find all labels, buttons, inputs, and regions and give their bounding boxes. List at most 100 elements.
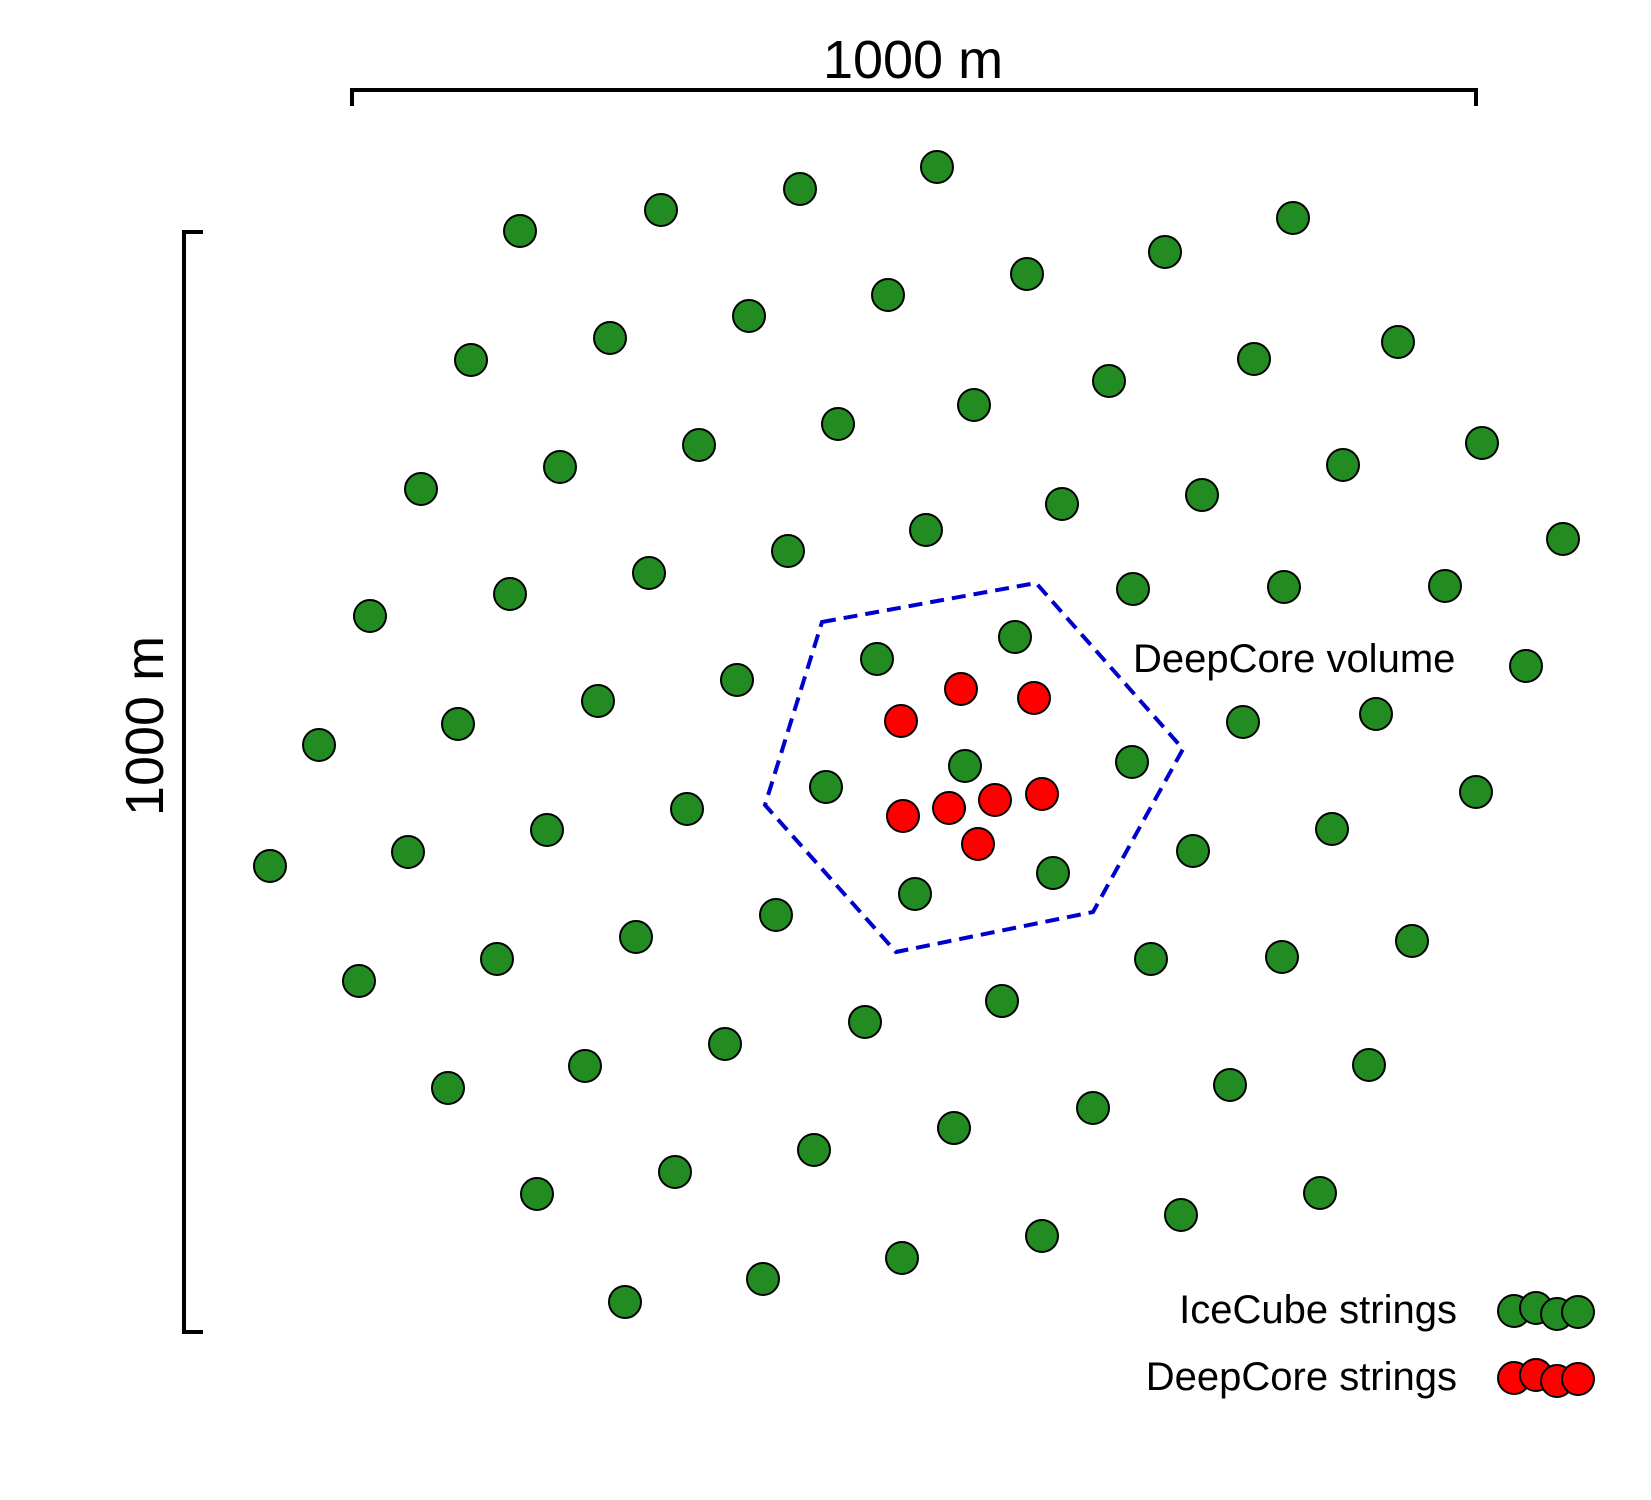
icecube-string-dot xyxy=(746,1262,780,1296)
icecube-string-dot xyxy=(848,1005,882,1039)
icecube-string-dot xyxy=(937,1111,971,1145)
icecube-string-dot xyxy=(1265,940,1299,974)
icecube-string-dot xyxy=(1010,257,1044,291)
deepcore-string-dot xyxy=(886,799,920,833)
icecube-string-dot xyxy=(568,1049,602,1083)
legend-deepcore-label: DeepCore strings xyxy=(1146,1355,1457,1399)
icecube-string-dot xyxy=(391,835,425,869)
icecube-string-dot xyxy=(644,193,678,227)
deepcore-strings xyxy=(884,672,1059,861)
icecube-string-dot xyxy=(1226,705,1260,739)
icecube-string-dot xyxy=(1176,834,1210,868)
icecube-string-dot xyxy=(957,388,991,422)
icecube-string-dot xyxy=(1395,924,1429,958)
icecube-string-dot xyxy=(520,1177,554,1211)
icecube-string-dot xyxy=(1459,775,1493,809)
icecube-string-dot xyxy=(682,428,716,462)
icecube-string-dot xyxy=(985,984,1019,1018)
icecube-string-dot xyxy=(670,792,704,826)
icecube-string-dot xyxy=(732,299,766,333)
icecube-string-dot xyxy=(593,321,627,355)
icecube-string-dot xyxy=(530,813,564,847)
icecube-string-dot xyxy=(920,150,954,184)
icecube-string-dot xyxy=(1276,201,1310,235)
deepcore-string-dot xyxy=(944,672,978,706)
legend-icecube-dot xyxy=(1561,1295,1595,1329)
icecube-string-dot xyxy=(909,513,943,547)
deepcore-string-dot xyxy=(978,783,1012,817)
icecube-string-dot xyxy=(503,214,537,248)
icecube-string-dot xyxy=(759,898,793,932)
icecube-string-dot xyxy=(632,556,666,590)
icecube-string-dot xyxy=(871,278,905,312)
icecube-string-dot xyxy=(898,877,932,911)
icecube-string-dot xyxy=(302,728,336,762)
icecube-string-dot xyxy=(1045,487,1079,521)
icecube-string-dot xyxy=(441,707,475,741)
icecube-string-dot xyxy=(1036,856,1070,890)
icecube-string-dot xyxy=(1213,1068,1247,1102)
icecube-string-dot xyxy=(608,1285,642,1319)
icecube-string-dot xyxy=(797,1133,831,1167)
icecube-string-dot xyxy=(1267,570,1301,604)
icecube-string-dot xyxy=(1303,1176,1337,1210)
icecube-string-dot xyxy=(1164,1198,1198,1232)
deepcore-string-dot xyxy=(884,704,918,738)
icecube-string-dot xyxy=(809,770,843,804)
icecube-string-dot xyxy=(543,450,577,484)
icecube-string-dot xyxy=(1359,697,1393,731)
icecube-string-dot xyxy=(1546,522,1580,556)
icecube-string-dot xyxy=(1352,1048,1386,1082)
icecube-string-dot xyxy=(1092,364,1126,398)
icecube-string-dot xyxy=(493,577,527,611)
icecube-string-dot xyxy=(1134,942,1168,976)
icecube-string-dot xyxy=(1465,426,1499,460)
icecube-string-dot xyxy=(619,920,653,954)
deepcore-volume-hexagon xyxy=(762,580,1186,955)
deepcore-string-dot xyxy=(961,827,995,861)
deepcore-string-dot xyxy=(932,791,966,825)
icecube-string-dot xyxy=(1509,649,1543,683)
legend-icecube-label: IceCube strings xyxy=(1179,1288,1457,1332)
icecube-string-dot xyxy=(1025,1219,1059,1253)
legend: IceCube strings DeepCore strings xyxy=(1146,1288,1595,1399)
icecube-string-dot xyxy=(1326,448,1360,482)
icecube-string-dot xyxy=(1076,1091,1110,1125)
icecube-string-dot xyxy=(1148,235,1182,269)
horizontal-scale-label: 1000 m xyxy=(823,30,1003,90)
horizontal-scale-bar: 1000 m xyxy=(350,30,1478,106)
icecube-string-dot xyxy=(1428,569,1462,603)
icecube-string-dot xyxy=(658,1155,692,1189)
icecube-string-dot xyxy=(998,620,1032,654)
icecube-string-dot xyxy=(783,172,817,206)
icecube-string-dot xyxy=(253,849,287,883)
legend-deepcore-marker xyxy=(1497,1358,1595,1398)
icecube-string-dot xyxy=(771,534,805,568)
icecube-string-dot xyxy=(720,663,754,697)
legend-icecube-marker xyxy=(1497,1291,1595,1331)
icecube-strings xyxy=(253,150,1580,1319)
legend-deepcore-dot xyxy=(1561,1362,1595,1396)
icecube-string-dot xyxy=(1381,325,1415,359)
icecube-string-dot xyxy=(860,642,894,676)
icecube-string-dot xyxy=(480,942,514,976)
icecube-string-dot xyxy=(821,407,855,441)
vertical-scale-label: 1000 m xyxy=(115,636,175,816)
icecube-string-dot xyxy=(1116,572,1150,606)
icecube-string-dot xyxy=(885,1241,919,1275)
icecube-string-dot xyxy=(1185,478,1219,512)
icecube-string-dot xyxy=(581,684,615,718)
icecube-string-dot xyxy=(431,1071,465,1105)
icecube-string-dot xyxy=(708,1027,742,1061)
icecube-string-dot xyxy=(454,343,488,377)
icecube-string-dot xyxy=(1237,342,1271,376)
deepcore-volume-label: DeepCore volume xyxy=(1133,637,1455,681)
icecube-string-dot xyxy=(404,472,438,506)
deepcore-string-dot xyxy=(1025,777,1059,811)
icecube-string-dot xyxy=(1315,812,1349,846)
icecube-string-dot xyxy=(948,749,982,783)
deepcore-string-dot xyxy=(1017,681,1051,715)
icecube-string-dot xyxy=(1115,745,1149,779)
vertical-scale-bar: 1000 m xyxy=(115,230,203,1334)
